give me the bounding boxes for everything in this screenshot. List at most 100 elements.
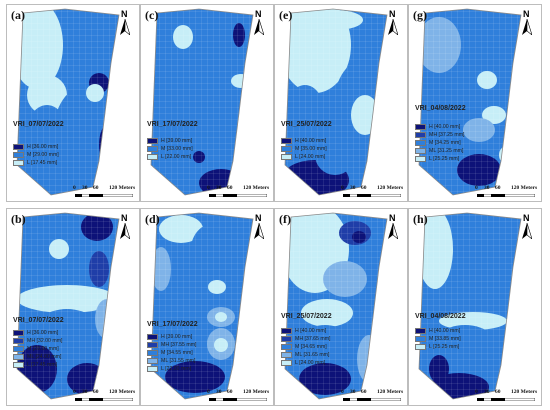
legend-text: H [40.00 mm] <box>429 328 461 334</box>
legend-swatch <box>13 362 24 368</box>
scale-bar: 0 30 60 120 Meters <box>341 389 407 405</box>
legend-swatch <box>415 156 426 162</box>
scale-tick-0: 0 <box>73 389 76 395</box>
scale-tick-0: 0 <box>475 389 478 395</box>
legend-item: M [33.00 mm] <box>147 145 193 153</box>
legend-swatch <box>415 140 426 146</box>
field-map <box>418 8 522 196</box>
scale-bar: 0 30 60 120 Meters <box>73 389 139 405</box>
north-arrow-icon: N <box>119 9 133 35</box>
legend-swatch <box>147 154 158 160</box>
legend-text: MH [37.25 mm] <box>429 132 465 138</box>
vri-title: VRI_25/07/2022 <box>281 313 332 320</box>
legend-text: L [25.25 mm] <box>429 344 460 350</box>
legend-text: M [34.65 mm] <box>295 344 327 350</box>
legend-item: L [22.00 mm] <box>147 365 196 373</box>
legend-text: L [17.45 mm] <box>27 362 58 368</box>
legend-swatch <box>281 328 292 334</box>
legend-item: L [22.00 mm] <box>147 153 193 161</box>
legend-swatch <box>281 154 292 160</box>
legend-swatch <box>281 344 292 350</box>
legend-text: ML [31.25 mm] <box>429 148 464 154</box>
legend-item: ML [31.25 mm] <box>415 147 464 155</box>
vri-title: VRI_17/07/2022 <box>147 321 198 328</box>
legend-item: H [39.00 mm] <box>147 137 193 145</box>
scale-tick-30: 30 <box>484 389 490 395</box>
scale-bar: 0 30 60 120 Meters <box>73 185 139 201</box>
legend-item: M [34.65 mm] <box>281 343 330 351</box>
legend-item: H [39.00 mm] <box>147 333 196 341</box>
legend-item: ML [31.55 mm] <box>147 357 196 365</box>
north-label: N <box>121 213 128 223</box>
scale-tick-60: 60 <box>93 389 99 395</box>
field-map <box>418 212 522 400</box>
legend-item: MH [37.65 mm] <box>281 335 330 343</box>
legend-item: ML [31.65 mm] <box>281 351 330 359</box>
legend-text: H [39.00 mm] <box>161 138 193 144</box>
scale-bar: 0 30 60 120 Meters <box>341 185 407 201</box>
north-label: N <box>255 9 262 19</box>
scale-tick-120: 120 Meters <box>511 389 538 395</box>
legend-text: H [36.00 mm] <box>27 330 59 336</box>
field-boundary <box>150 212 254 400</box>
legend-item: H [36.00 mm] <box>13 143 59 151</box>
scale-tick-60: 60 <box>361 185 367 191</box>
legend-swatch <box>415 336 426 342</box>
north-label: N <box>121 9 128 19</box>
legend-text: ML [24.00 mm] <box>27 354 62 360</box>
legend-swatch <box>13 338 24 344</box>
legend-text: L [22.00 mm] <box>161 154 192 160</box>
scale-bar: 0 30 60 120 Meters <box>475 185 541 201</box>
legend-swatch <box>13 152 24 158</box>
scale-bar: 0 30 60 120 Meters <box>475 389 541 405</box>
scale-tick-0: 0 <box>341 389 344 395</box>
legend-text: L [24.00 mm] <box>295 154 326 160</box>
map-panel-e: (e) N VRI_25/07/2022 H [40.00 mm] M [35.00 m… <box>274 4 408 202</box>
legend-swatch <box>147 146 158 152</box>
north-arrow-icon: N <box>387 9 401 35</box>
legend-text: M [34.55 mm] <box>161 350 193 356</box>
map-panel-g: (g) N VRI_04/08/2022 H [40.00 mm] MH [37.25 … <box>408 4 542 202</box>
legend-item: H [40.00 mm] <box>281 137 327 145</box>
field-boundary <box>284 8 388 196</box>
field-boundary <box>150 8 254 196</box>
legend-text: M [33.85 mm] <box>429 336 461 342</box>
scale-tick-0: 0 <box>207 185 210 191</box>
scale-tick-30: 30 <box>216 185 222 191</box>
legend-text: ML [31.65 mm] <box>295 352 330 358</box>
legend: H [40.00 mm] MH [37.25 mm] M [34.25 mm] ML … <box>415 123 464 163</box>
scale-tick-120: 120 Meters <box>109 185 136 191</box>
panel-label: (g) <box>413 8 427 22</box>
legend-item: H [40.00 mm] <box>281 327 330 335</box>
panel-label: (h) <box>413 212 428 226</box>
legend-text: H [40.00 mm] <box>429 124 461 130</box>
scale-tick-60: 60 <box>495 185 501 191</box>
map-panel-f: (f) N VRI_25/07/2022 H [40.00 mm] MH [37.65 … <box>274 208 408 406</box>
north-label: N <box>389 213 396 223</box>
scale-tick-60: 60 <box>495 389 501 395</box>
vri-title: VRI_17/07/2022 <box>147 121 198 128</box>
legend-swatch <box>147 342 158 348</box>
legend-item: MH [37.55 mm] <box>147 341 196 349</box>
vri-title: VRI_04/08/2022 <box>415 313 466 320</box>
vri-title: VRI_25/07/2022 <box>281 121 332 128</box>
field-map <box>284 212 388 400</box>
scale-tick-120: 120 Meters <box>109 389 136 395</box>
panel-label: (d) <box>145 212 160 226</box>
north-arrow-icon: N <box>521 213 535 239</box>
legend-text: M [28.00 mm] <box>27 346 59 352</box>
legend-item: M [33.85 mm] <box>415 335 461 343</box>
legend-item: L [25.25 mm] <box>415 343 461 351</box>
scale-tick-60: 60 <box>227 389 233 395</box>
legend: H [36.00 mm] M [29.00 mm] L [17.45 mm] <box>13 143 59 167</box>
north-arrow-icon: N <box>119 213 133 239</box>
legend-text: L [24.00 mm] <box>295 360 326 366</box>
legend-swatch <box>281 138 292 144</box>
legend-text: MH [32.00 mm] <box>27 338 63 344</box>
vri-title: VRI_07/07/2022 <box>13 121 64 128</box>
legend-text: L [25.25 mm] <box>429 156 460 162</box>
legend-swatch <box>13 160 24 166</box>
legend-swatch <box>281 146 292 152</box>
panel-label: (c) <box>145 8 159 22</box>
scale-tick-60: 60 <box>227 185 233 191</box>
